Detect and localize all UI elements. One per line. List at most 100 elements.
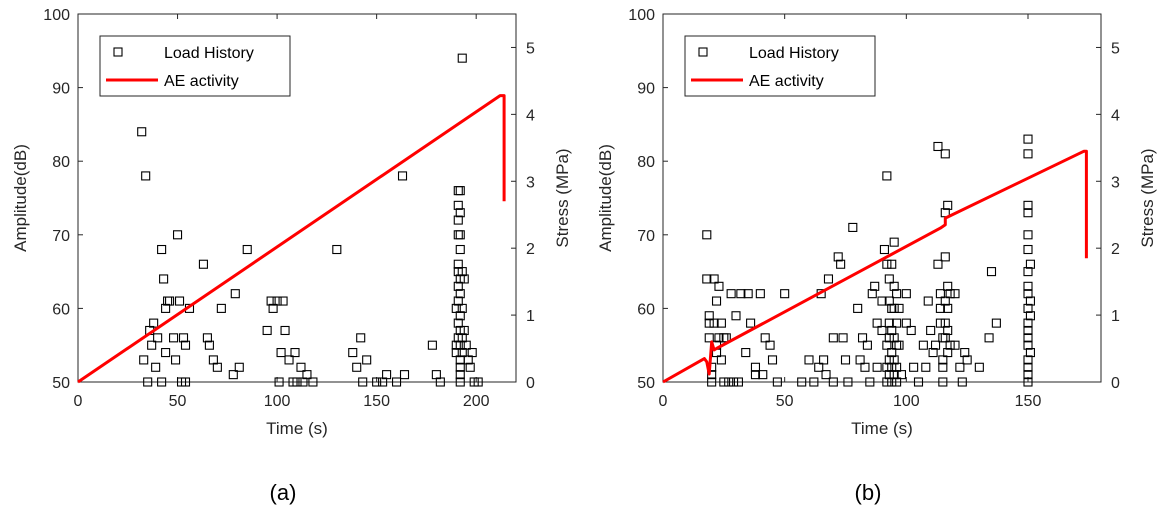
- scatter-point: [143, 377, 153, 387]
- scatter-point: [1023, 333, 1033, 343]
- scatter-point: [453, 259, 463, 269]
- scatter-point: [726, 289, 736, 299]
- plot-frame: [662, 13, 1102, 383]
- scatter-point: [833, 252, 843, 262]
- scatter-point: [332, 244, 342, 255]
- scatter-point: [724, 377, 734, 387]
- scatter-point: [853, 303, 863, 313]
- scatter-point: [1023, 200, 1033, 210]
- scatter-point: [882, 340, 892, 350]
- scatter-point: [887, 325, 897, 336]
- scatter-point: [935, 318, 945, 328]
- scatter-point: [755, 289, 765, 299]
- scatter-point: [746, 318, 756, 328]
- x-tick-label: 150: [363, 393, 390, 410]
- scatter-point: [302, 370, 312, 380]
- y-right-tick-label: 1: [1111, 308, 1120, 325]
- scatter-point: [228, 370, 238, 380]
- scatter-point: [935, 303, 945, 313]
- scatter-point: [894, 303, 904, 313]
- scatter-point: [465, 362, 475, 372]
- y-tick-label: 80: [637, 154, 655, 171]
- scatter-point: [943, 281, 953, 291]
- y-right-tick-label: 4: [526, 107, 535, 124]
- scatter-point: [704, 333, 714, 343]
- scatter-point: [950, 340, 960, 350]
- x-tick-label: 0: [659, 393, 668, 410]
- scatter-point: [276, 348, 286, 358]
- y-right-tick-label: 2: [1111, 241, 1120, 258]
- scatter-point: [892, 318, 902, 328]
- scatter-point: [767, 355, 778, 365]
- scatter-point: [716, 355, 726, 365]
- scatter-point: [707, 370, 717, 380]
- scatter-point: [974, 362, 984, 372]
- y-tick-label: 50: [637, 375, 655, 392]
- y-right-tick-label: 1: [526, 308, 535, 325]
- scatter-point: [704, 311, 714, 321]
- scatter-point: [750, 362, 761, 372]
- scatter-point: [455, 362, 465, 372]
- scatter-point: [455, 289, 465, 299]
- scatter-point: [889, 303, 899, 313]
- scatter-point: [308, 377, 318, 387]
- x-axis-label: Time (s): [266, 419, 328, 438]
- legend-box: [684, 35, 876, 97]
- scatter-point: [797, 377, 807, 387]
- y-right-axis-label: Stress (MPa): [1138, 148, 1157, 247]
- scatter-point: [889, 237, 899, 247]
- scatter-point: [892, 362, 902, 372]
- x-tick-label: 100: [264, 393, 291, 410]
- scatter-point: [887, 348, 897, 358]
- scatter-point: [455, 340, 465, 350]
- scatter-point: [1025, 296, 1035, 306]
- y-tick-label: 60: [52, 301, 70, 318]
- scatter-point: [262, 325, 272, 336]
- scatter-point: [938, 333, 948, 343]
- scatter-point: [733, 377, 743, 387]
- scatter-point: [1025, 259, 1035, 269]
- scatter-point: [290, 348, 300, 358]
- scatter-point: [962, 355, 972, 365]
- scatter-point: [743, 289, 753, 299]
- x-tick-label: 100: [893, 393, 920, 410]
- scatter-point: [892, 289, 902, 299]
- scatter-point: [960, 348, 970, 358]
- scatter-point: [872, 318, 882, 328]
- scatter-point: [151, 362, 161, 372]
- scatter-point: [242, 244, 252, 255]
- y-tick-label: 90: [637, 81, 655, 98]
- y-right-tick-label: 0: [526, 375, 535, 392]
- scatter-point: [714, 333, 724, 343]
- scatter-point: [955, 362, 965, 372]
- scatter-point: [431, 370, 441, 380]
- scatter-point: [814, 362, 824, 372]
- scatter-point: [461, 340, 471, 350]
- scatter-point: [892, 340, 902, 350]
- scatter-point: [765, 340, 775, 350]
- scatter-point: [889, 333, 899, 343]
- scatter-point: [943, 325, 953, 336]
- scatter-point: [840, 355, 851, 365]
- legend-marker-scatter: [698, 47, 708, 57]
- scatter-point: [884, 318, 894, 328]
- scatter-point: [1023, 340, 1033, 350]
- scatter-point: [855, 355, 865, 365]
- y-axis-label: Amplitude(dB): [11, 144, 30, 252]
- y-right-tick-label: 3: [1111, 174, 1120, 191]
- x-tick-label: 150: [1015, 393, 1042, 410]
- scatter-point: [459, 325, 469, 336]
- scatter-point: [455, 377, 465, 387]
- scatter-point: [1023, 134, 1033, 144]
- scatter-point: [892, 377, 902, 387]
- scatter-point: [1023, 303, 1033, 313]
- scatter-point: [933, 259, 943, 269]
- scatter-point: [889, 370, 899, 380]
- scatter-point: [159, 274, 169, 284]
- scatter-point: [838, 333, 848, 343]
- scatter-point: [455, 244, 465, 255]
- y-axis-label: Amplitude(dB): [596, 144, 615, 252]
- scatter-point: [870, 281, 880, 291]
- scatter-point: [157, 244, 167, 255]
